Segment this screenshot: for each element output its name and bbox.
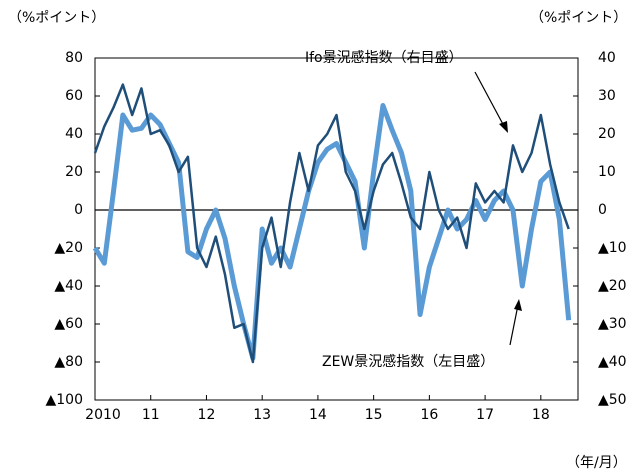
y2-tick-label: 10 (598, 164, 616, 180)
series-line (93, 83, 570, 364)
y-tick-label: ▲20 (54, 240, 83, 256)
x-tick-label: 17 (476, 407, 494, 423)
arrow-head (499, 121, 508, 133)
y2-tick-label: 30 (598, 88, 616, 104)
arrow (509, 304, 519, 346)
plot-frame (94, 57, 579, 401)
y2-tick-label: ▲30 (598, 316, 627, 332)
x-tick-label: 11 (142, 407, 160, 423)
y-tick-label: 20 (65, 164, 83, 180)
y-tick-label: 60 (65, 88, 83, 104)
x-tick-label: 12 (198, 407, 216, 423)
y-tick-label: ▲100 (46, 392, 84, 408)
arrow-head (514, 299, 522, 311)
x-tick-label: 15 (365, 407, 383, 423)
y-tick-label: 40 (65, 126, 83, 142)
series-line (92, 103, 572, 361)
x-tick-label: 2010 (85, 407, 121, 423)
x-tick-label: 14 (309, 407, 327, 423)
y-tick-label: ▲80 (54, 354, 83, 370)
y2-axis-label: （%ポイント） (530, 10, 627, 26)
y-tick-label: ▲60 (54, 316, 83, 332)
arrow (474, 71, 506, 129)
x-tick-label: 13 (253, 407, 271, 423)
y2-tick-label: ▲20 (598, 278, 627, 294)
y-tick-label: 80 (65, 50, 83, 66)
y2-tick-label: 0 (598, 202, 607, 218)
y-tick-label: 0 (74, 202, 83, 218)
y-axis-label: （%ポイント） (8, 10, 105, 26)
x-tick-label: 16 (420, 407, 438, 423)
y2-tick-label: 20 (598, 126, 616, 142)
x-axis-label: （年/月） (566, 455, 627, 471)
y2-tick-label: ▲10 (598, 240, 627, 256)
annotation: ZEW景況感指数（左目盛） (322, 353, 494, 370)
y2-tick-label: 40 (598, 50, 616, 66)
x-tick-label: 18 (532, 407, 550, 423)
y-tick-label: ▲40 (54, 278, 83, 294)
y2-tick-label: ▲50 (598, 392, 627, 408)
y2-tick-label: ▲40 (598, 354, 627, 370)
